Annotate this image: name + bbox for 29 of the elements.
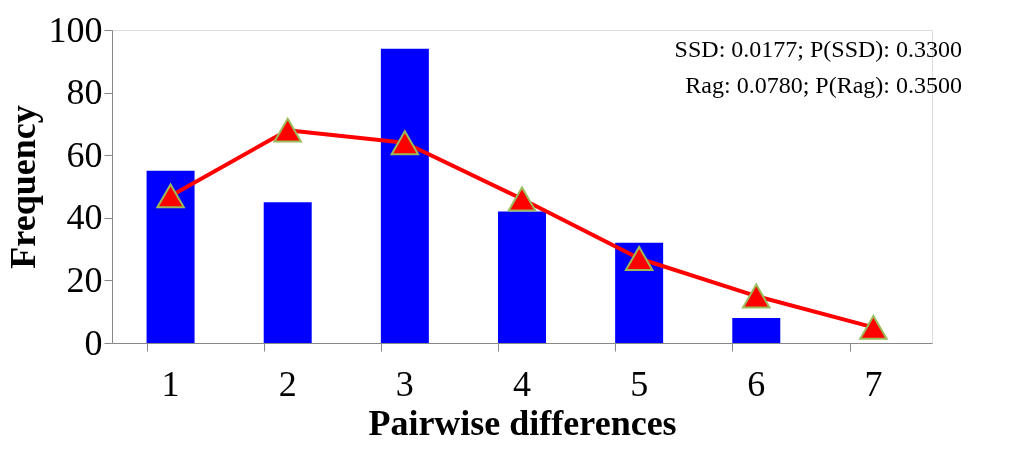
y-tick-label: 100 xyxy=(48,9,103,50)
point xyxy=(859,314,888,340)
point xyxy=(156,183,185,209)
x-tick-label: 3 xyxy=(395,363,414,404)
point xyxy=(390,130,420,156)
y-axis-title: Frequency xyxy=(2,105,43,269)
bar xyxy=(732,317,781,343)
point xyxy=(507,186,537,212)
bar xyxy=(146,170,195,343)
x-tick-label: 6 xyxy=(747,363,766,404)
y-tick-label: 20 xyxy=(66,259,103,300)
point xyxy=(624,246,654,271)
annotation: SSD: 0.0177; P(SSD): 0.3300 xyxy=(674,36,962,62)
point xyxy=(742,283,771,309)
y-tick-label: 60 xyxy=(66,134,103,175)
annotation: Rag: 0.0780; P(Rag): 0.3500 xyxy=(685,72,962,98)
y-tick-label: 40 xyxy=(66,197,103,238)
y-tick-label: 0 xyxy=(84,322,103,363)
x-tick-label: 7 xyxy=(864,363,883,404)
bar xyxy=(263,202,312,343)
x-tick-label: 4 xyxy=(513,363,531,404)
x-tick-label: 2 xyxy=(278,363,297,404)
bar xyxy=(380,48,429,343)
y-tick-label: 80 xyxy=(66,72,103,113)
x-tick-label: 5 xyxy=(630,363,649,404)
point xyxy=(273,117,302,143)
x-axis-title: Pairwise differences xyxy=(368,402,677,443)
x-tick-label: 1 xyxy=(161,363,180,404)
bar xyxy=(498,211,546,343)
